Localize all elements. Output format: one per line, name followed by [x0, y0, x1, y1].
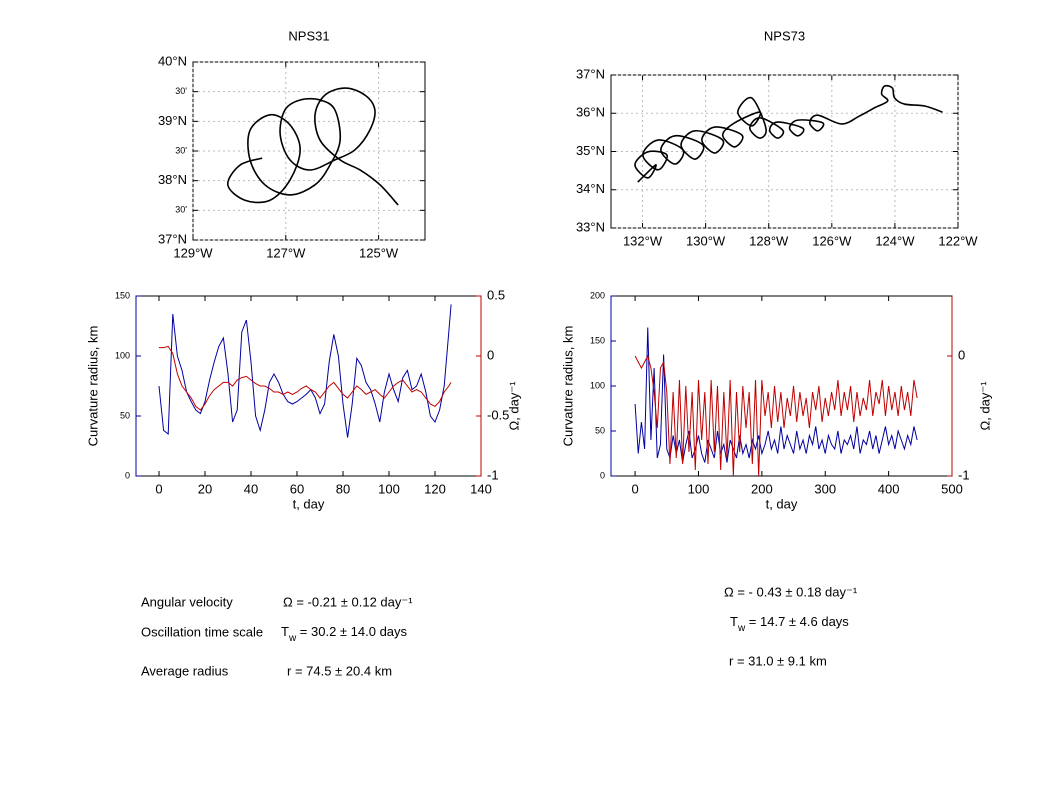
y-tick-label: 38°N [158, 172, 187, 187]
data-line [158, 304, 452, 438]
y-tick-label: 35°N [576, 143, 605, 158]
y-tick-label: 100 [590, 380, 605, 390]
y2-tick-label: -1 [958, 467, 970, 482]
x-tick-label: 127°W [266, 245, 306, 260]
x-tick-label: 126°W [812, 233, 852, 248]
y-tick-label: 36°N [576, 105, 605, 120]
x-tick-label: 40 [244, 481, 258, 496]
y-tick-label: 30' [175, 145, 187, 155]
y-tick-label: 40°N [158, 53, 187, 68]
note-label: Average radius [141, 663, 229, 678]
chart-title: NPS73 [764, 28, 805, 43]
y-tick-label: 50 [120, 410, 130, 420]
note-subscript: w [288, 633, 297, 644]
y-tick-label: 30' [175, 205, 187, 215]
y-tick-label: 33°N [576, 219, 605, 234]
x-tick-label: 132°W [623, 233, 663, 248]
y-tick-label: 34°N [576, 181, 605, 196]
x-tick-label: 60 [290, 481, 304, 496]
x-tick-label: 130°W [686, 233, 726, 248]
notes-left: Angular velocity Ω = -0.21 ± 0.12 day⁻¹ … [141, 594, 413, 678]
x-tick-label: 300 [814, 481, 836, 496]
note-formula: Tw = 30.2 ± 14.0 days [281, 624, 408, 643]
data-line [634, 354, 918, 476]
plot-frame [610, 74, 959, 229]
y-tick-label: 0 [600, 470, 605, 480]
y2-axis-label: Ω, day⁻¹ [506, 381, 521, 431]
x-tick-label: 128°W [749, 233, 789, 248]
x-tick-label: 100 [688, 481, 710, 496]
note-symbol: T [281, 624, 289, 639]
y2-tick-label: 0 [487, 347, 494, 362]
x-tick-label: 100 [378, 481, 400, 496]
note-formula: r = 31.0 ± 9.1 km [729, 653, 827, 668]
y-tick-label: 150 [115, 290, 130, 300]
x-axis-label: t, day [293, 496, 325, 511]
y-axis-label: Curvature radius, km [85, 326, 100, 447]
x-axis-label: t, day [766, 496, 798, 511]
x-tick-label: 400 [878, 481, 900, 496]
y-tick-label: 150 [590, 335, 605, 345]
x-tick-label: 500 [941, 481, 963, 496]
chart: NPS73 132°W 130°W 128°W 126°W 124°W 122°W 33°N 3… [576, 28, 978, 248]
x-tick-label: 200 [751, 481, 773, 496]
note-formula: Ω = - 0.43 ± 0.18 day⁻¹ [724, 584, 858, 599]
x-tick-label: 129°W [173, 245, 213, 260]
trajectory [226, 87, 399, 206]
x-tick-label: 0 [155, 481, 162, 496]
y2-tick-label: 0.5 [487, 287, 505, 302]
data-line [159, 345, 452, 411]
y-tick-label: 200 [590, 290, 605, 300]
y2-tick-label: -0.5 [487, 407, 509, 422]
x-tick-label: 80 [336, 481, 350, 496]
x-tick-label: 122°W [938, 233, 978, 248]
note-subscript: w [737, 623, 746, 634]
x-tick-label: 124°W [875, 233, 915, 248]
note-label: Angular velocity [141, 594, 233, 609]
y-tick-label: 30' [175, 86, 187, 96]
notes-right: Ω = - 0.43 ± 0.18 day⁻¹ Tw = 14.7 ± 4.6 … [724, 584, 858, 668]
y2-tick-label: -1 [487, 467, 499, 482]
y-tick-label: 37°N [158, 231, 187, 246]
y-tick-label: 37°N [576, 66, 605, 81]
y-tick-label: 100 [115, 350, 130, 360]
y-axis-label: Curvature radius, km [560, 326, 575, 447]
note-symbol: T [730, 614, 738, 629]
note-text: = 30.2 ± 14.0 days [296, 624, 407, 639]
chart: NPS31 129°W 127°W 125°W 37°N 30' 38°N 30' 39°N 30… [158, 28, 426, 260]
note-formula: Tw = 14.7 ± 4.6 days [730, 614, 849, 633]
chart: 0 20 40 60 80 100 120 140 0 50 100 150 -1 -0.5 0 0.5 t, … [85, 287, 521, 511]
note-label: Oscillation time scale [141, 624, 263, 639]
x-tick-label: 20 [198, 481, 212, 496]
y-tick-label: 39°N [158, 113, 187, 128]
y-tick-label: 0 [125, 470, 130, 480]
note-text: = 14.7 ± 4.6 days [745, 614, 849, 629]
y2-tick-label: 0 [958, 347, 965, 362]
x-tick-label: 140 [470, 481, 492, 496]
y-tick-label: 50 [595, 425, 605, 435]
note-formula: r = 74.5 ± 20.4 km [287, 663, 392, 678]
x-tick-label: 120 [424, 481, 446, 496]
trajectory [634, 84, 943, 183]
y2-axis-label: Ω, day⁻¹ [977, 381, 992, 431]
chart-title: NPS31 [288, 28, 329, 43]
plot-frame [135, 295, 482, 477]
x-tick-label: 125°W [359, 245, 399, 260]
x-tick-label: 0 [631, 481, 638, 496]
chart: 0 100 200 300 400 500 0 50 100 150 200 -1 0 t, day Cur… [560, 290, 992, 511]
note-formula: Ω = -0.21 ± 0.12 day⁻¹ [283, 594, 413, 609]
